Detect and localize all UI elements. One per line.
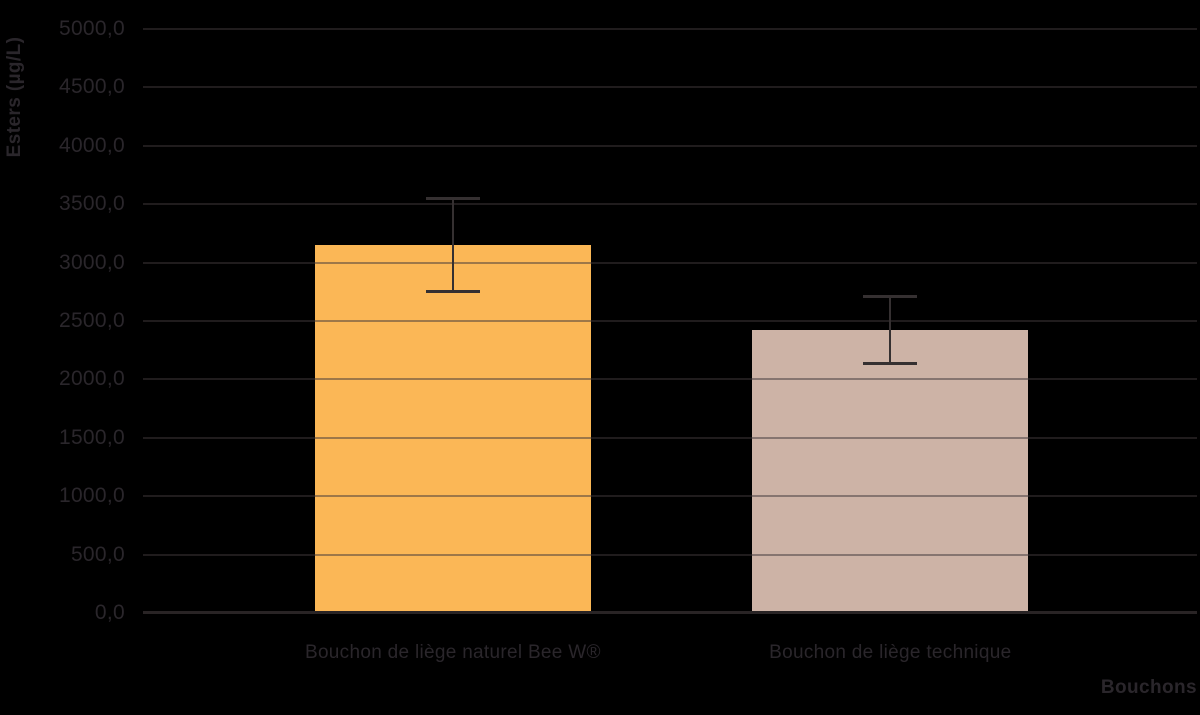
y-tick-label: 0,0 [94,601,125,624]
y-tick-label: 4000,0 [58,133,125,157]
gridline [143,86,1197,89]
bar [314,245,591,613]
gridline [143,261,1197,264]
error-bar-line [451,197,454,293]
y-tick-label: 1500,0 [58,425,125,449]
x-category-label: Bouchon de liège technique [769,642,1012,663]
y-tick-label: 3500,0 [58,192,125,216]
y-tick-label: 1000,0 [58,484,125,508]
error-bar-line [889,294,892,365]
x-axis-line [143,611,1197,614]
gridline [143,203,1197,206]
gridline [143,495,1197,498]
gridline [143,320,1197,322]
error-bar-bottom-cap [863,361,918,365]
gridline [143,553,1197,556]
y-tick-label: 2000,0 [58,367,125,391]
error-bar-bottom-cap [425,289,480,293]
error-bar-top-cap [425,197,480,201]
y-tick-label: 5000,0 [58,17,125,40]
plot-area [143,28,1197,614]
gridline [143,436,1197,439]
gridline [143,378,1197,381]
x-category-label: Bouchon de liège naturel Bee W® [304,642,601,663]
gridline [143,28,1197,30]
y-tick-label: 3000,0 [58,250,125,274]
bar [752,329,1029,613]
y-tick-label: 4500,0 [58,75,125,99]
y-tick-label: 500,0 [70,542,125,566]
y-tick-label: 2500,0 [58,309,125,332]
error-bar-top-cap [863,294,918,298]
x-axis-title: Bouchons [1100,677,1197,698]
gridline [143,144,1197,147]
